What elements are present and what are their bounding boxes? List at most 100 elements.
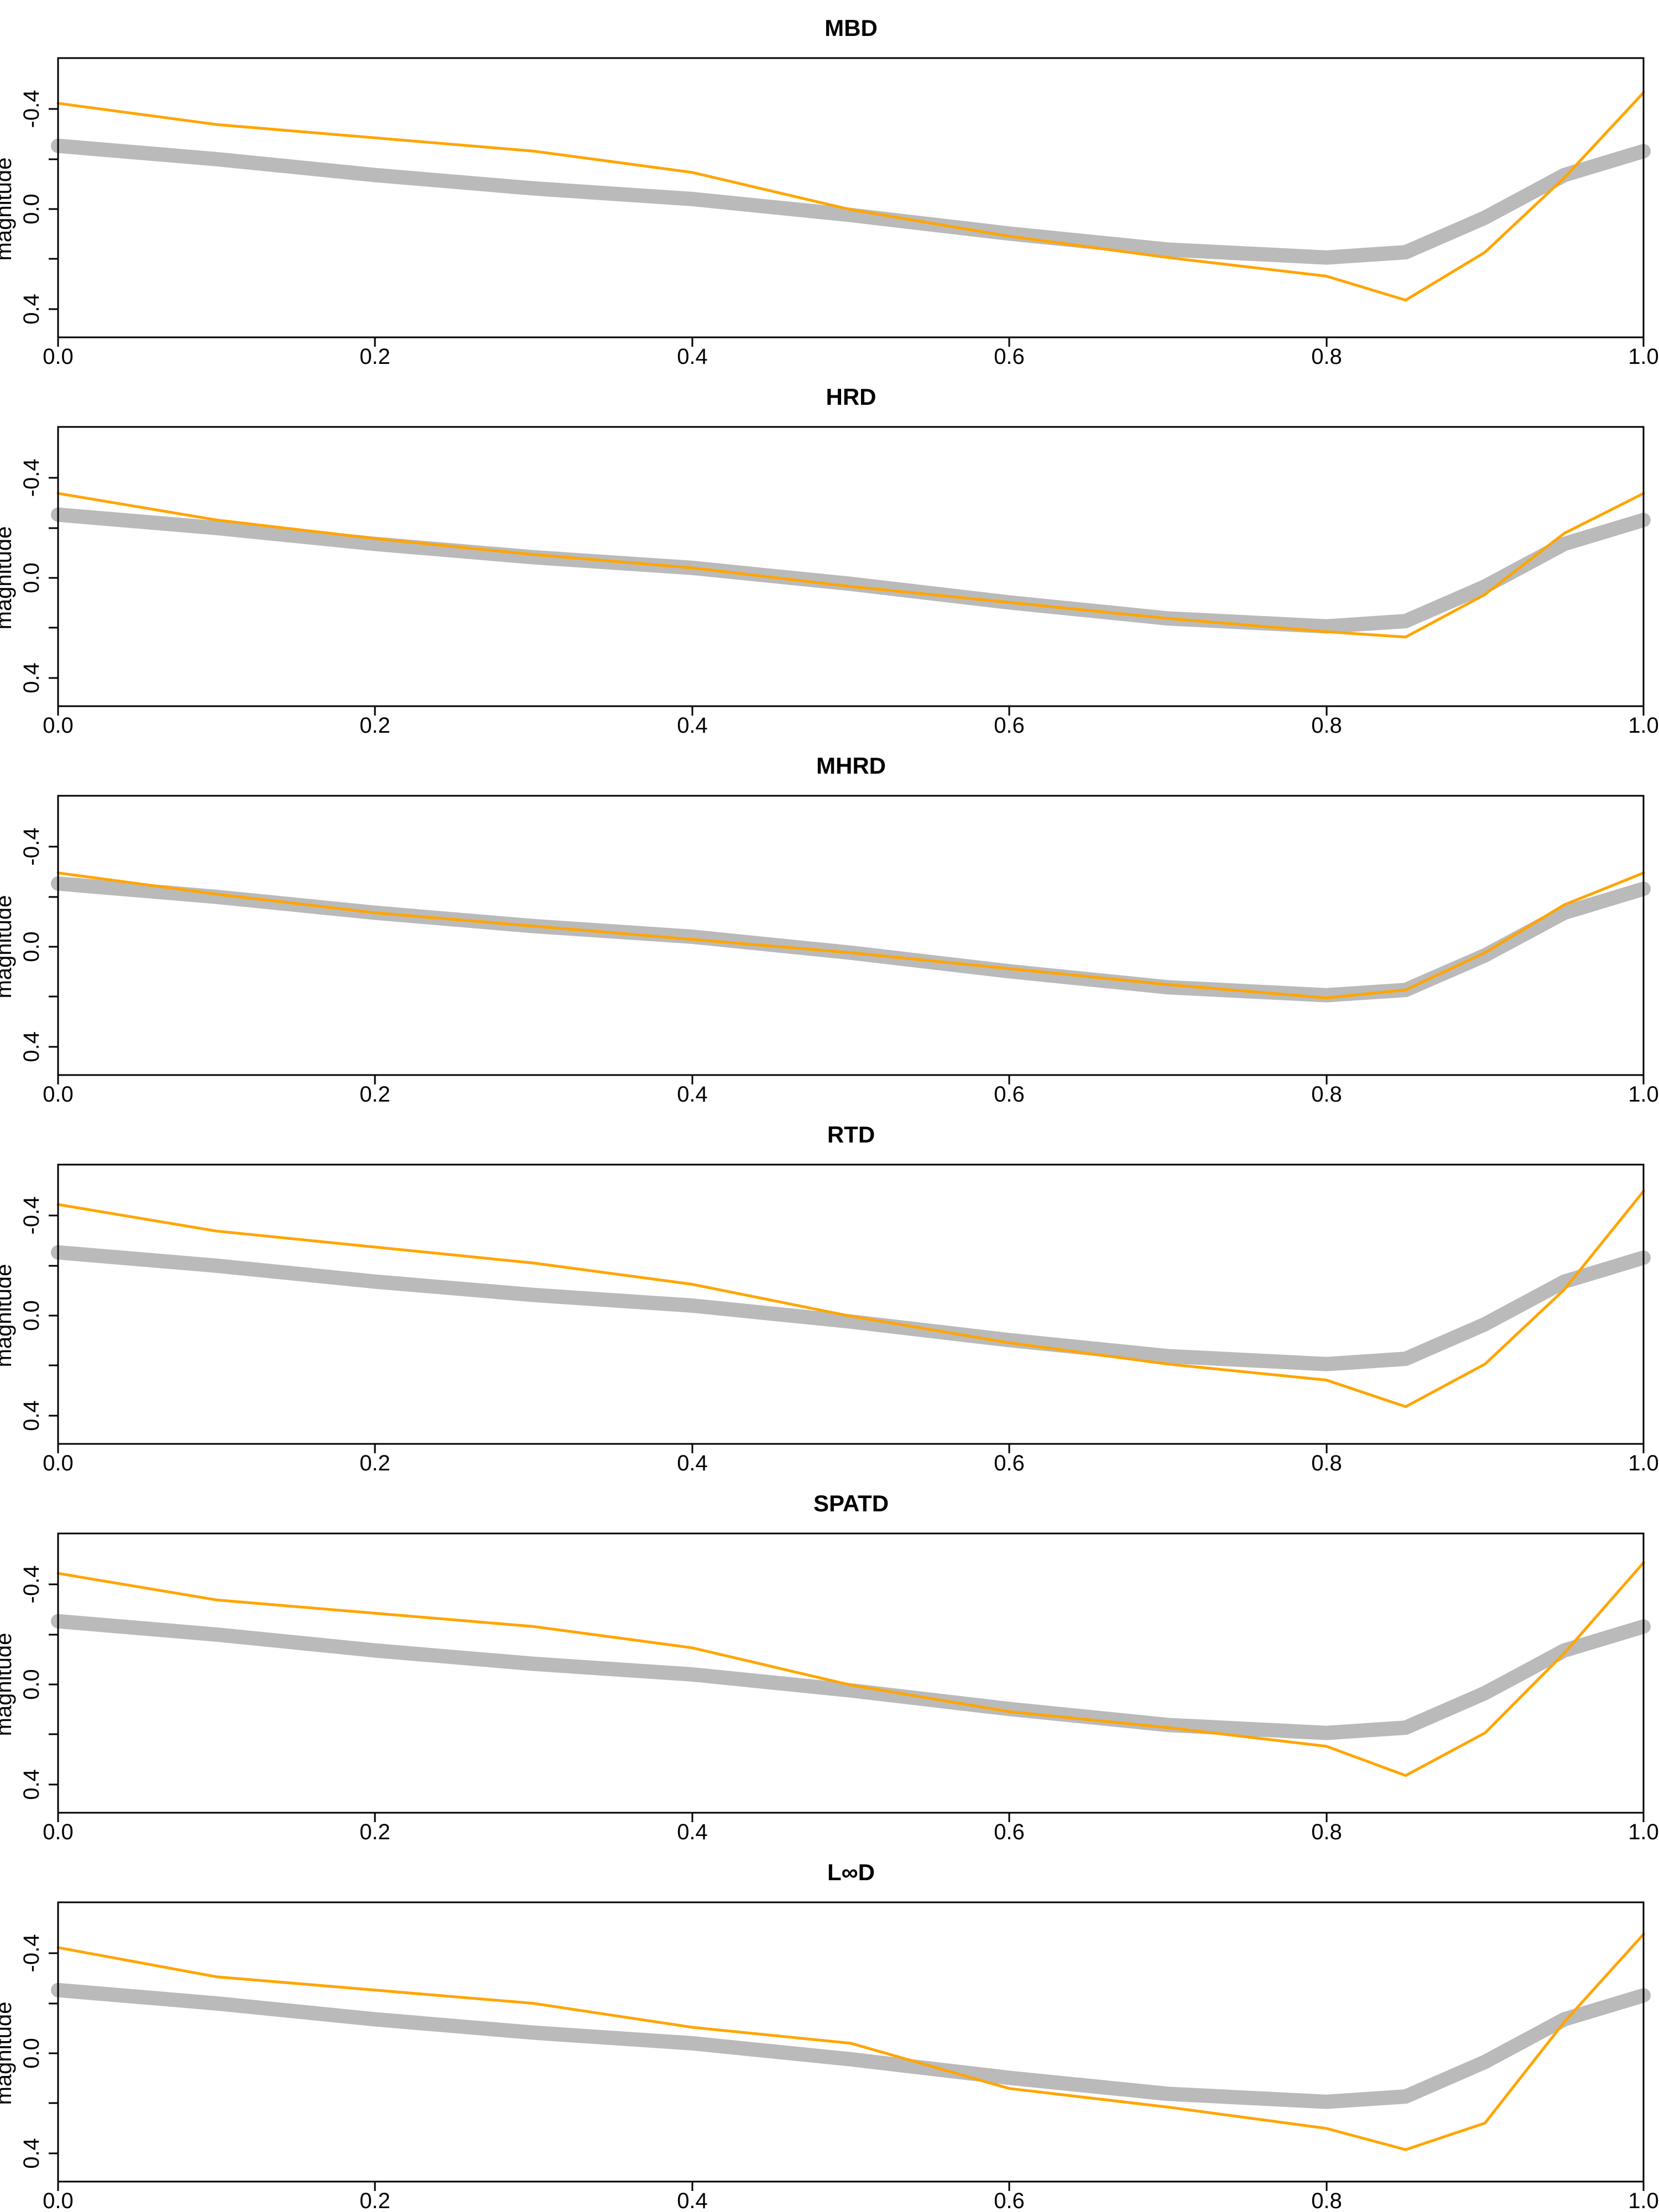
x-tick-label: 0.2 [359, 345, 390, 369]
gray-sample-curve [51, 876, 1651, 1003]
plot-frame [57, 1164, 1645, 1445]
y-tick-label: 0.4 [19, 2138, 44, 2169]
x-axis: 0.0 0.2 0.4 0.6 0.8 1.0 [43, 337, 1659, 369]
panel-title: MBD [825, 15, 878, 41]
plot-frame [57, 1901, 1645, 2183]
plot-area [51, 492, 1651, 639]
orange-highlight-curve [56, 492, 1645, 639]
x-tick-label: 0.2 [359, 1451, 390, 1475]
y-tick-label: 0.0 [19, 1300, 44, 1331]
y-axis: -0.4 0.0 0.4 magnitude [0, 1197, 58, 1431]
y-tick-label: -0.4 [19, 90, 44, 128]
gray-sample-curve [51, 1245, 1651, 1371]
x-axis: 0.0 0.2 0.4 0.6 0.8 1.0 [43, 1444, 1659, 1475]
panel-rtd: RTD -0.4 0.0 0.4 magnitude 0.0 0.2 0.4 0… [0, 1121, 1659, 1475]
gray-sample-curve [51, 1614, 1651, 1740]
x-tick-label: 1.0 [1628, 1451, 1659, 1475]
x-tick-label: 0.4 [677, 713, 708, 738]
y-tick-label: 0.4 [19, 1400, 44, 1431]
x-tick-label: 0.2 [359, 2189, 390, 2212]
y-tick-label: 0.0 [19, 1669, 44, 1700]
plot-frame [57, 795, 1645, 1076]
y-tick-label: 0.0 [19, 2038, 44, 2069]
plot-frame [57, 57, 1645, 338]
orange-highlight-curve [56, 1561, 1645, 1777]
y-axis-label: magnitude [0, 895, 16, 999]
x-tick-label: 0.4 [677, 1820, 708, 1844]
y-axis: -0.4 0.0 0.4 magnitude [0, 1934, 58, 2169]
gray-sample-curve [51, 1983, 1651, 2109]
y-axis-label: magnitude [0, 158, 16, 261]
x-tick-label: 0.0 [43, 1820, 74, 1844]
x-tick-label: 1.0 [1628, 345, 1659, 369]
panel-title: RTD [827, 1121, 875, 1147]
x-tick-label: 0.4 [677, 1082, 708, 1107]
orange-highlight-curve [56, 1933, 1645, 2151]
x-tick-label: 0.4 [677, 345, 708, 369]
x-tick-label: 0.4 [677, 1451, 708, 1475]
panel-hrd: HRD -0.4 0.0 0.4 magnitude 0.0 0.2 0.4 0… [0, 384, 1659, 738]
panel-linf-d: L∞D -0.4 0.0 0.4 magnitude 0.0 0.2 0.4 0… [0, 1859, 1659, 2212]
x-axis: 0.0 0.2 0.4 0.6 0.8 1.0 [43, 2182, 1659, 2212]
panel-mbd: MBD -0.4 0.0 0.4 magnitude 0.0 0.2 0.4 0… [0, 15, 1659, 369]
y-tick-label: -0.4 [19, 1566, 44, 1604]
x-tick-label: 0.2 [359, 1082, 390, 1107]
x-tick-label: 0.8 [1311, 345, 1342, 369]
plot-frame [57, 1532, 1645, 1814]
orange-highlight-curve [56, 872, 1645, 999]
orange-highlight-curve [56, 1190, 1645, 1408]
x-axis: 0.0 0.2 0.4 0.6 0.8 1.0 [43, 706, 1659, 738]
x-tick-label: 0.2 [359, 1820, 390, 1844]
x-tick-label: 0.8 [1311, 1082, 1342, 1107]
x-tick-label: 1.0 [1628, 1082, 1659, 1107]
y-tick-label: 0.0 [19, 931, 44, 962]
plot-frame [57, 426, 1645, 707]
x-tick-label: 0.4 [677, 2189, 708, 2212]
y-axis: -0.4 0.0 0.4 magnitude [0, 1566, 58, 1800]
y-tick-label: 0.4 [19, 294, 44, 325]
x-tick-label: 1.0 [1628, 2189, 1659, 2212]
x-tick-label: 1.0 [1628, 1820, 1659, 1844]
plot-area [51, 872, 1651, 1003]
panel-spatd: SPATD -0.4 0.0 0.4 magnitude 0.0 0.2 0.4… [0, 1490, 1659, 1844]
plot-area [51, 1561, 1651, 1777]
x-tick-label: 0.8 [1311, 1451, 1342, 1475]
y-axis-label: magnitude [0, 1633, 16, 1736]
y-tick-label: 0.4 [19, 662, 44, 693]
x-tick-label: 0.6 [994, 713, 1025, 738]
panel-title: L∞D [827, 1859, 875, 1885]
y-axis-label: magnitude [0, 2002, 16, 2105]
x-tick-label: 0.8 [1311, 1820, 1342, 1844]
gray-sample-curve [51, 507, 1651, 634]
y-tick-label: 0.0 [19, 562, 44, 593]
y-axis: -0.4 0.0 0.4 magnitude [0, 90, 58, 325]
panel-title: MHRD [816, 753, 886, 779]
x-tick-label: 0.6 [994, 345, 1025, 369]
x-axis: 0.0 0.2 0.4 0.6 0.8 1.0 [43, 1813, 1659, 1844]
panel-title: HRD [826, 384, 877, 410]
y-tick-label: 0.4 [19, 1769, 44, 1800]
x-tick-label: 0.0 [43, 345, 74, 369]
panel-mhrd: MHRD -0.4 0.0 0.4 magnitude 0.0 0.2 0.4 … [0, 753, 1659, 1107]
plot-area [51, 91, 1651, 302]
y-tick-label: -0.4 [19, 1934, 44, 1973]
x-tick-label: 0.6 [994, 2189, 1025, 2212]
y-axis: -0.4 0.0 0.4 magnitude [0, 459, 58, 693]
x-tick-label: 0.8 [1311, 713, 1342, 738]
plot-area [51, 1933, 1651, 2151]
y-axis-label: magnitude [0, 526, 16, 630]
x-tick-label: 0.6 [994, 1820, 1025, 1844]
y-tick-label: -0.4 [19, 459, 44, 497]
x-tick-label: 0.0 [43, 2189, 74, 2212]
plot-area [51, 1190, 1651, 1408]
orange-highlight-curve [56, 91, 1645, 302]
y-tick-label: 0.0 [19, 194, 44, 225]
x-tick-label: 0.0 [43, 1082, 74, 1107]
x-tick-label: 0.0 [43, 713, 74, 738]
y-tick-label: -0.4 [19, 828, 44, 866]
x-tick-label: 0.6 [994, 1451, 1025, 1475]
x-tick-label: 0.2 [359, 713, 390, 738]
y-axis-label: magnitude [0, 1264, 16, 1368]
y-tick-label: -0.4 [19, 1197, 44, 1235]
